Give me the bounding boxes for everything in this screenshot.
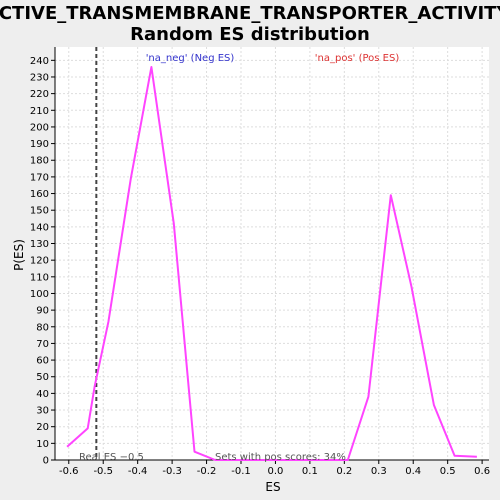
y-tick-label: 10 bbox=[36, 439, 49, 450]
y-tick-label: 150 bbox=[30, 206, 49, 217]
y-axis-label: P(ES) bbox=[12, 239, 26, 271]
x-tick-label: -0.4 bbox=[128, 466, 148, 477]
neg-es-label: 'na_neg' (Neg ES) bbox=[146, 53, 235, 64]
x-tick-label: 0.1 bbox=[302, 466, 318, 477]
y-tick-label: 90 bbox=[36, 306, 49, 317]
y-tick-label: 40 bbox=[36, 389, 49, 400]
y-tick-label: 30 bbox=[36, 406, 49, 417]
y-tick-label: 50 bbox=[36, 372, 49, 383]
real-es-annotation: Real ES −0.5 bbox=[79, 452, 144, 463]
chart-title-line-1: ACTIVE_TRANSMEMBRANE_TRANSPORTER_ACTIVIT… bbox=[0, 3, 500, 24]
y-tick-label: 120 bbox=[30, 256, 49, 267]
x-tick-label: -0.2 bbox=[197, 466, 217, 477]
y-tick-label: 220 bbox=[30, 89, 49, 100]
y-tick-label: 20 bbox=[36, 422, 49, 433]
y-tick-label: 240 bbox=[30, 56, 49, 67]
ticks: 0 10 20 30 40 50 60 70 80 90 100 110 120 130 140 150 160… bbox=[30, 56, 490, 477]
series-line bbox=[66, 66, 477, 461]
x-tick-label: 0.5 bbox=[440, 466, 456, 477]
y-tick-label: 170 bbox=[30, 172, 49, 183]
x-tick-label: 0.6 bbox=[474, 466, 490, 477]
y-tick-label: 70 bbox=[36, 339, 49, 350]
pos-scores-annotation: Sets with pos scores: 34% bbox=[215, 452, 346, 463]
y-tick-label: 130 bbox=[30, 239, 49, 250]
x-tick-label: -0.1 bbox=[231, 466, 251, 477]
grid bbox=[55, 47, 489, 461]
marks bbox=[66, 47, 477, 461]
y-tick-label: 140 bbox=[30, 222, 49, 233]
y-tick-label: 210 bbox=[30, 106, 49, 117]
x-tick-label: 0.0 bbox=[267, 466, 283, 477]
pos-es-label: 'na_pos' (Pos ES) bbox=[315, 53, 400, 64]
x-axis-label: ES bbox=[265, 480, 280, 494]
x-tick-label: -0.5 bbox=[93, 466, 113, 477]
y-tick-label: 190 bbox=[30, 139, 49, 150]
y-tick-label: 110 bbox=[30, 272, 49, 283]
y-tick-label: 100 bbox=[30, 289, 49, 300]
x-tick-label: -0.6 bbox=[59, 466, 79, 477]
x-tick-label: 0.4 bbox=[405, 466, 421, 477]
y-tick-label: 160 bbox=[30, 189, 49, 200]
chart-title-line-2: Random ES distribution bbox=[130, 24, 370, 45]
x-tick-label: 0.3 bbox=[371, 466, 387, 477]
y-tick-label: 80 bbox=[36, 322, 49, 333]
y-tick-label: 200 bbox=[30, 122, 49, 133]
x-tick-label: -0.3 bbox=[162, 466, 182, 477]
y-tick-label: 180 bbox=[30, 156, 49, 167]
y-tick-label: 60 bbox=[36, 356, 49, 367]
y-tick-label: 230 bbox=[30, 72, 49, 83]
x-tick-label: 0.2 bbox=[336, 466, 352, 477]
y-tick-label: 0 bbox=[43, 456, 49, 467]
plot-area bbox=[55, 47, 489, 460]
